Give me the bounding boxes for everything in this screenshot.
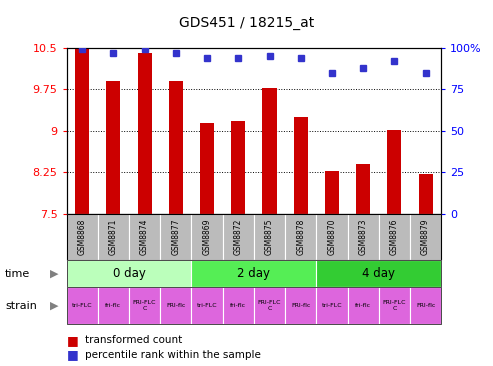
Text: tri-FLC: tri-FLC (72, 303, 93, 308)
Bar (106, 81, 120, 214)
Bar (191, 260, 317, 287)
Bar (67, 287, 98, 324)
Text: 4 day: 4 day (362, 267, 395, 280)
Text: strain: strain (5, 300, 37, 311)
Bar (294, 117, 308, 214)
Bar (325, 171, 339, 214)
Bar (254, 287, 285, 324)
Text: GDS451 / 18215_at: GDS451 / 18215_at (179, 16, 314, 30)
Bar (169, 81, 183, 214)
Bar (285, 287, 317, 324)
Text: 2 day: 2 day (238, 267, 270, 280)
Bar (160, 214, 191, 260)
Text: 0 day: 0 day (112, 267, 145, 280)
Bar (410, 214, 441, 260)
Bar (348, 214, 379, 260)
Text: FRI-FLC
C: FRI-FLC C (258, 300, 282, 311)
Bar (67, 260, 191, 287)
Text: ■: ■ (67, 334, 78, 347)
Text: tri-FLC: tri-FLC (197, 303, 217, 308)
Text: GSM8870: GSM8870 (327, 219, 336, 255)
Text: GSM8873: GSM8873 (359, 219, 368, 255)
Bar (67, 214, 98, 260)
Text: FRI-flc: FRI-flc (291, 303, 311, 308)
Text: GSM8871: GSM8871 (109, 219, 118, 255)
Bar (285, 214, 317, 260)
Bar (317, 260, 441, 287)
Text: GSM8875: GSM8875 (265, 219, 274, 255)
Text: tri-FLC: tri-FLC (321, 303, 342, 308)
Text: FRI-FLC
C: FRI-FLC C (133, 300, 156, 311)
Bar (348, 287, 379, 324)
Text: GSM8872: GSM8872 (234, 219, 243, 255)
Bar (191, 287, 223, 324)
Text: transformed count: transformed count (85, 335, 182, 346)
Bar (129, 287, 160, 324)
Bar (419, 174, 433, 214)
Text: FRI-flc: FRI-flc (166, 303, 185, 308)
Bar (379, 214, 410, 260)
Text: FRI-FLC
C: FRI-FLC C (383, 300, 406, 311)
Bar (98, 287, 129, 324)
Bar (129, 214, 160, 260)
Bar (254, 214, 285, 260)
Text: fri-flc: fri-flc (355, 303, 371, 308)
Text: ▶: ▶ (50, 300, 59, 311)
Text: GSM8878: GSM8878 (296, 219, 305, 255)
Text: GSM8868: GSM8868 (78, 219, 87, 255)
Bar (317, 287, 348, 324)
Bar (317, 214, 348, 260)
Text: GSM8874: GSM8874 (140, 219, 149, 255)
Text: time: time (5, 269, 30, 279)
Bar (160, 287, 191, 324)
Bar (200, 123, 214, 214)
Text: percentile rank within the sample: percentile rank within the sample (85, 350, 261, 360)
Text: GSM8869: GSM8869 (203, 219, 211, 255)
Bar (138, 53, 152, 214)
Bar (410, 287, 441, 324)
Bar (75, 48, 89, 214)
Text: FRI-flc: FRI-flc (416, 303, 435, 308)
Bar (356, 164, 370, 214)
Bar (262, 87, 277, 214)
Bar (191, 214, 223, 260)
Text: ■: ■ (67, 348, 78, 362)
Bar (98, 214, 129, 260)
Text: fri-flc: fri-flc (106, 303, 121, 308)
Bar (223, 287, 254, 324)
Text: ▶: ▶ (50, 269, 59, 279)
Text: GSM8876: GSM8876 (390, 219, 399, 255)
Bar (379, 287, 410, 324)
Text: GSM8877: GSM8877 (172, 219, 180, 255)
Text: fri-flc: fri-flc (230, 303, 246, 308)
Text: GSM8879: GSM8879 (421, 219, 430, 255)
Bar (231, 121, 246, 214)
Bar (387, 130, 401, 214)
Bar (223, 214, 254, 260)
